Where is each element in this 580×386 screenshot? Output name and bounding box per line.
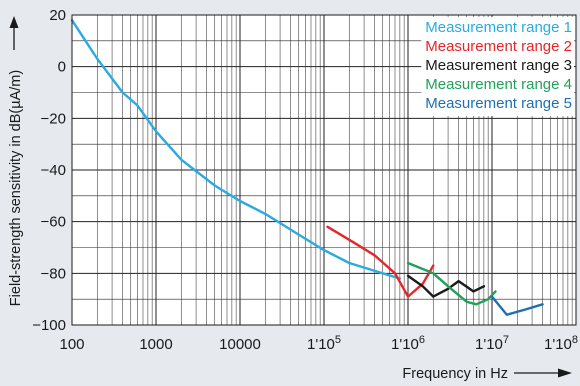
y-axis-label: Field-strength sensitivity in dB(µA/m) bbox=[8, 70, 24, 306]
x-tick-label: 10000 bbox=[219, 336, 261, 353]
series-line-4 bbox=[406, 261, 497, 306]
series-line-3 bbox=[406, 274, 486, 298]
legend-item-1: Measurement range 1 bbox=[425, 19, 572, 36]
y-tick-labels: 20 0 −20 −40 −60 −80 −100 bbox=[32, 7, 66, 334]
y-tick-label: −80 bbox=[41, 265, 66, 282]
series-lines bbox=[70, 19, 544, 316]
y-tick-label: −60 bbox=[41, 214, 66, 231]
legend-item-3: Measurement range 3 bbox=[425, 57, 572, 74]
x-tick-label: 100 bbox=[59, 336, 84, 353]
x-tick-label: 1'107 bbox=[475, 334, 509, 353]
x-tick-label: 1'105 bbox=[307, 334, 341, 353]
x-tick-label: 1'106 bbox=[391, 334, 425, 353]
x-tick-labels: 100 1000 10000 1'105 1'106 1'107 1'108 bbox=[59, 334, 578, 353]
x-axis-arrow-icon bbox=[514, 368, 572, 378]
x-tick-label: 1000 bbox=[139, 336, 172, 353]
y-tick-label: 0 bbox=[58, 59, 66, 76]
series-line-5 bbox=[490, 295, 544, 316]
y-tick-label: −100 bbox=[32, 317, 66, 334]
x-tick-label: 1'108 bbox=[544, 334, 578, 353]
legend: Measurement range 1 Measurement range 2 Me… bbox=[425, 19, 572, 112]
series-line-1 bbox=[70, 19, 402, 280]
y-tick-label: 20 bbox=[49, 7, 66, 24]
x-axis-label: Frequency in Hz bbox=[402, 366, 508, 382]
plot-frame bbox=[71, 14, 577, 326]
y-tick-label: −20 bbox=[41, 110, 66, 127]
series-line-2 bbox=[326, 225, 435, 298]
legend-item-4: Measurement range 4 bbox=[425, 76, 572, 93]
y-axis-arrow-icon bbox=[9, 16, 19, 50]
legend-background bbox=[421, 17, 574, 116]
legend-item-5: Measurement range 5 bbox=[425, 95, 572, 112]
legend-item-2: Measurement range 2 bbox=[425, 38, 572, 55]
y-tick-label: −40 bbox=[41, 162, 66, 179]
